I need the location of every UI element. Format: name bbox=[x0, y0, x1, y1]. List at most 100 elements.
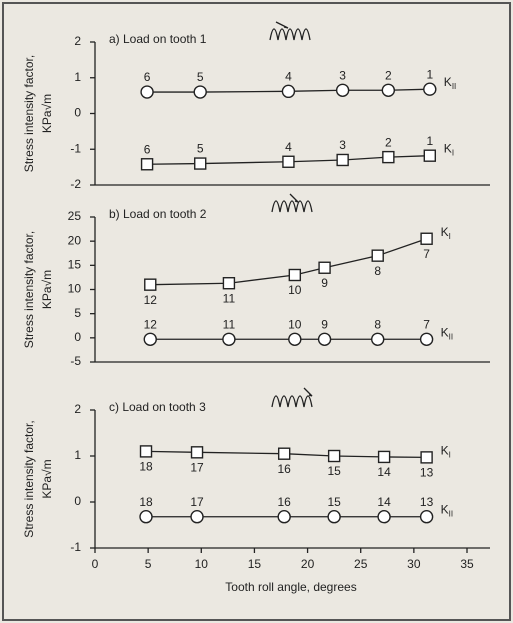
point-label: 3 bbox=[339, 138, 346, 152]
point-label: 4 bbox=[285, 140, 292, 154]
marker bbox=[372, 333, 384, 345]
point-label: 10 bbox=[288, 317, 302, 331]
marker bbox=[421, 452, 432, 463]
marker bbox=[192, 447, 203, 458]
point-label: 13 bbox=[420, 466, 434, 480]
y-tick-label: -5 bbox=[70, 354, 81, 368]
point-label: 15 bbox=[327, 464, 341, 478]
point-label: 10 bbox=[288, 283, 302, 297]
y-tick-label: 2 bbox=[74, 34, 81, 48]
legend-name: K bbox=[444, 75, 452, 89]
marker bbox=[337, 84, 349, 96]
marker bbox=[289, 270, 300, 281]
x-tick-label: 10 bbox=[195, 557, 209, 571]
y-axis-label: KPa√m bbox=[40, 459, 54, 498]
y-tick-label: 5 bbox=[74, 306, 81, 320]
point-label: 17 bbox=[190, 460, 204, 474]
y-axis-label: KPa√m bbox=[40, 94, 54, 133]
x-tick-label: 20 bbox=[301, 557, 315, 571]
marker bbox=[283, 156, 294, 167]
y-axis-label: KPa√m bbox=[40, 270, 54, 309]
y-tick-label: -2 bbox=[70, 177, 81, 191]
point-label: 9 bbox=[321, 317, 328, 331]
point-label: 18 bbox=[139, 460, 153, 474]
panel-title: a) Load on tooth 1 bbox=[109, 32, 207, 46]
marker bbox=[278, 511, 290, 523]
point-label: 9 bbox=[321, 276, 328, 290]
point-label: 2 bbox=[385, 135, 392, 149]
legend-name: K bbox=[441, 325, 449, 339]
point-label: 5 bbox=[197, 142, 204, 156]
point-label: 7 bbox=[423, 247, 430, 261]
marker bbox=[328, 511, 340, 523]
marker bbox=[382, 84, 394, 96]
point-label: 14 bbox=[377, 465, 391, 479]
marker bbox=[337, 154, 348, 165]
x-tick-label: 35 bbox=[460, 557, 474, 571]
legend-subscript: II bbox=[452, 82, 456, 91]
legend-name: K bbox=[441, 503, 449, 517]
legend-subscript: II bbox=[449, 510, 453, 519]
x-axis-label: Tooth roll angle, degrees bbox=[225, 580, 356, 594]
x-tick-label: 15 bbox=[248, 557, 262, 571]
marker bbox=[141, 446, 152, 457]
marker bbox=[421, 511, 433, 523]
legend-subscript: I bbox=[452, 149, 454, 158]
y-tick-label: 1 bbox=[74, 70, 81, 84]
marker bbox=[194, 86, 206, 98]
point-label: 5 bbox=[197, 70, 204, 84]
marker bbox=[279, 448, 290, 459]
x-tick-label: 0 bbox=[92, 557, 99, 571]
marker bbox=[378, 511, 390, 523]
point-label: 2 bbox=[385, 68, 392, 82]
x-tick-label: 25 bbox=[354, 557, 368, 571]
y-tick-label: 15 bbox=[68, 258, 82, 272]
marker bbox=[223, 333, 235, 345]
x-tick-label: 30 bbox=[407, 557, 421, 571]
point-label: 13 bbox=[420, 495, 434, 509]
point-label: 3 bbox=[339, 68, 346, 82]
marker bbox=[319, 333, 331, 345]
marker bbox=[372, 250, 383, 261]
marker bbox=[383, 152, 394, 163]
point-label: 1 bbox=[426, 134, 433, 148]
point-label: 6 bbox=[144, 142, 151, 156]
marker bbox=[223, 278, 234, 289]
y-tick-label: 20 bbox=[68, 233, 82, 247]
point-label: 15 bbox=[327, 495, 341, 509]
y-tick-label: 2 bbox=[74, 402, 81, 416]
point-label: 4 bbox=[285, 70, 292, 84]
point-label: 18 bbox=[139, 495, 153, 509]
y-axis-label: Stress intensity factor, bbox=[22, 231, 36, 348]
marker bbox=[424, 150, 435, 161]
marker bbox=[282, 85, 294, 97]
marker bbox=[379, 451, 390, 462]
point-label: 8 bbox=[374, 264, 381, 278]
marker bbox=[319, 262, 330, 273]
point-label: 7 bbox=[423, 317, 430, 331]
panel-title: b) Load on tooth 2 bbox=[109, 207, 207, 221]
marker bbox=[141, 86, 153, 98]
legend-subscript: I bbox=[449, 450, 451, 459]
marker bbox=[421, 333, 433, 345]
point-label: 11 bbox=[223, 317, 236, 331]
y-tick-label: 0 bbox=[74, 106, 81, 120]
legend-name: K bbox=[441, 225, 449, 239]
point-label: 16 bbox=[278, 462, 292, 476]
marker bbox=[421, 233, 432, 244]
point-label: 16 bbox=[278, 495, 292, 509]
point-label: 12 bbox=[144, 293, 158, 307]
marker bbox=[195, 158, 206, 169]
marker bbox=[424, 83, 436, 95]
legend-subscript: II bbox=[449, 332, 453, 341]
y-tick-label: -1 bbox=[70, 540, 81, 554]
marker bbox=[142, 159, 153, 170]
page: -2-1012a) Load on tooth 1Stress intensit… bbox=[0, 0, 513, 623]
marker bbox=[140, 511, 152, 523]
marker bbox=[329, 451, 340, 462]
marker bbox=[144, 333, 156, 345]
chart: -2-1012a) Load on tooth 1Stress intensit… bbox=[0, 0, 513, 623]
point-label: 1 bbox=[426, 67, 433, 81]
panel-title: c) Load on tooth 3 bbox=[109, 400, 206, 414]
point-label: 14 bbox=[377, 495, 391, 509]
